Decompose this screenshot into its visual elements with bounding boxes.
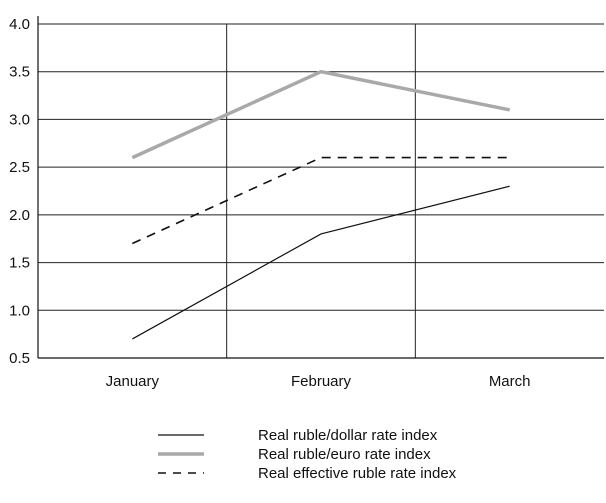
legend: Real ruble/dollar rate index Real ruble/e… — [158, 427, 457, 482]
legend-label-1: Real ruble/euro rate index — [258, 446, 431, 463]
series-line-0 — [132, 185, 510, 340]
legend-label-2: Real effective ruble rate index — [258, 465, 457, 482]
y-tick-label: 0.5 — [9, 350, 30, 367]
y-tick-label: 1.0 — [9, 302, 30, 319]
x-tick-label: February — [291, 373, 352, 390]
y-tick-label: 3.0 — [9, 111, 30, 128]
y-tick-label: 4.0 — [9, 16, 30, 33]
x-tick-label: March — [489, 373, 531, 390]
series-line-2 — [132, 156, 510, 245]
y-tick-label: 1.5 — [9, 255, 30, 272]
y-tick-label: 3.5 — [9, 64, 30, 81]
series-line-1 — [131, 69, 511, 160]
series-lines — [131, 69, 511, 340]
tick-labels: 4.0 3.5 3.0 2.5 2.0 1.5 1.0 0.5 January February M… — [9, 16, 530, 390]
x-tick-label: January — [106, 373, 160, 390]
gridlines — [38, 23, 604, 359]
legend-label-0: Real ruble/dollar rate index — [258, 427, 438, 444]
y-tick-label: 2.0 — [9, 207, 30, 224]
y-tick-label: 2.5 — [9, 159, 30, 176]
axes — [37, 16, 604, 359]
